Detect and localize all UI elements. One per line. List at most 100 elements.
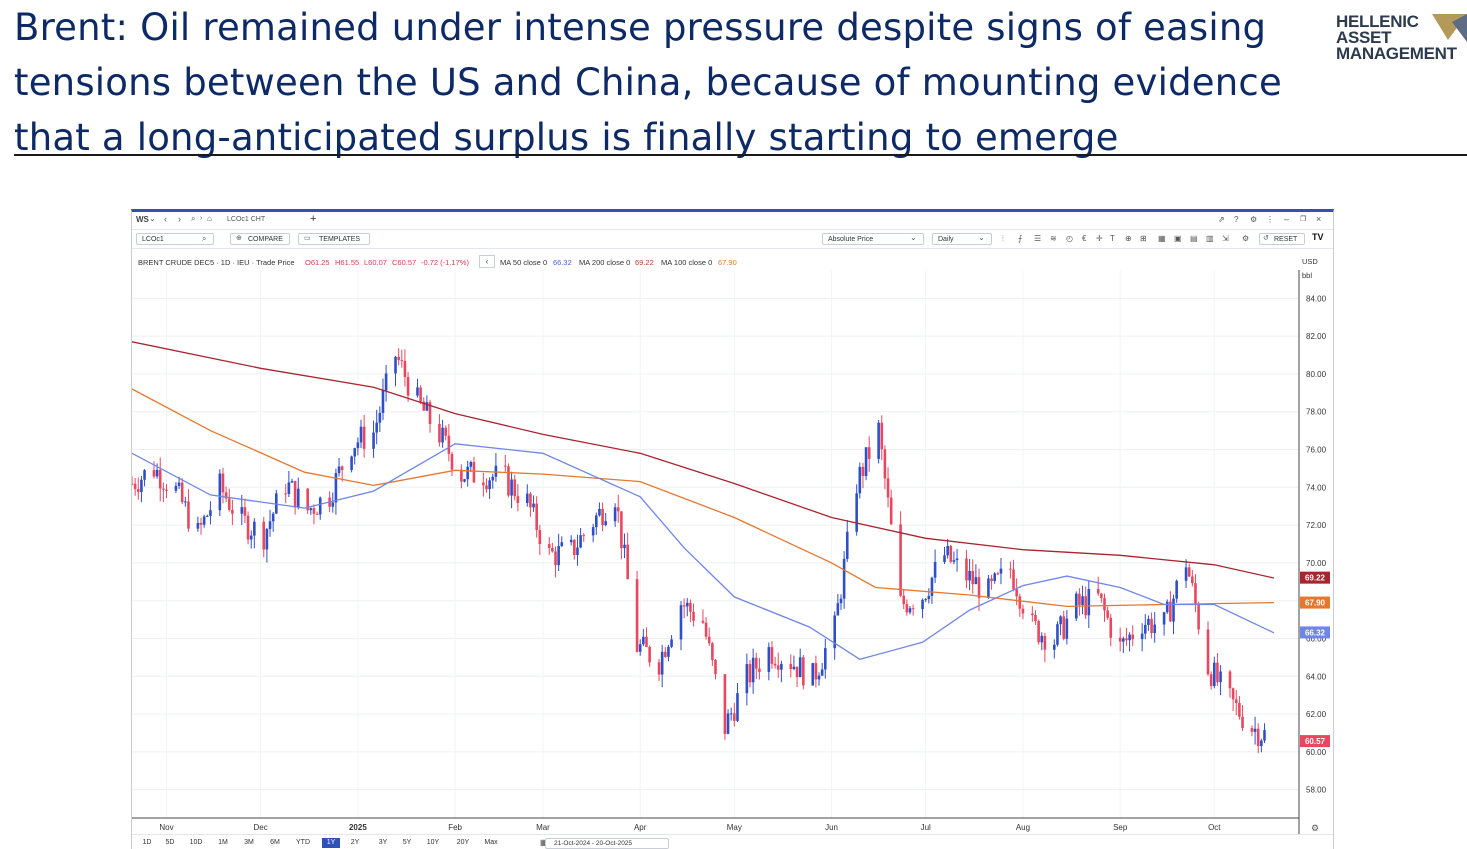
candle-body: [356, 442, 360, 449]
candle-body: [202, 516, 206, 525]
candle-body: [814, 663, 818, 680]
add-tab-button[interactable]: +: [310, 213, 317, 225]
tab-chart[interactable]: LCOc1 CHT: [227, 216, 266, 223]
restore-icon[interactable]: ❐: [1300, 216, 1307, 223]
export-icon[interactable]: ▤: [1190, 234, 1198, 243]
currency-icon[interactable]: €: [1082, 234, 1087, 243]
candle-body: [1153, 624, 1156, 634]
home-icon[interactable]: ⌂: [207, 214, 212, 223]
brand-icon: TV: [1312, 232, 1324, 242]
more-icon[interactable]: ⋮: [1266, 215, 1274, 224]
settings-icon[interactable]: ⚙: [1250, 215, 1258, 224]
candle-body: [679, 605, 683, 640]
date-range-field[interactable]: 21-Oct-2024 - 20-Oct-2025: [545, 838, 669, 849]
candle-body: [525, 493, 529, 504]
calendar-icon[interactable]: ▦: [540, 838, 548, 847]
y-tick-label: 80.00: [1306, 370, 1327, 379]
chevron-down-icon[interactable]: ⌄: [149, 214, 156, 223]
range-button[interactable]: 10D: [189, 839, 203, 846]
fit-icon[interactable]: ⊞: [1140, 234, 1147, 243]
range-button[interactable]: 1D: [142, 839, 152, 846]
candle-body: [921, 599, 924, 610]
expand-icon[interactable]: ›: [200, 215, 203, 222]
candle-body: [143, 470, 146, 480]
price-type-select[interactable]: Absolute Price: [822, 233, 924, 245]
range-button[interactable]: Max: [484, 839, 498, 846]
forward-icon[interactable]: ›: [178, 214, 181, 224]
indicator-icon[interactable]: ⨍: [1018, 234, 1023, 243]
layers-icon[interactable]: ≋: [1050, 234, 1057, 243]
help-icon[interactable]: ?: [1234, 215, 1239, 224]
templates-button[interactable]: TEMPLATES: [298, 233, 370, 245]
x-tick-label: 2025: [349, 823, 367, 832]
candle-body: [1234, 699, 1238, 703]
unit-label[interactable]: bbl: [1302, 271, 1313, 280]
candle-body: [952, 560, 956, 562]
candle-body: [1118, 637, 1122, 642]
range-button[interactable]: 3M: [244, 839, 254, 846]
reset-button[interactable]: RESET: [1259, 233, 1305, 245]
range-button[interactable]: 5D: [165, 839, 175, 846]
chevron-down-icon[interactable]: ⌄: [978, 233, 985, 242]
candle-body: [463, 479, 466, 482]
ma50-tag: [1300, 626, 1330, 639]
candle-body: [180, 482, 184, 503]
minimize-icon[interactable]: –: [1284, 214, 1290, 224]
range-button[interactable]: 2Y: [350, 839, 360, 846]
range-button[interactable]: 5Y: [402, 839, 412, 846]
compare-button[interactable]: COMPARE: [230, 233, 290, 245]
candle-body: [999, 568, 1003, 574]
candle-body: [833, 615, 837, 649]
bar-type-icon[interactable]: ⦙: [1002, 234, 1004, 243]
currency-label[interactable]: USD: [1302, 257, 1318, 266]
candle-body: [174, 485, 178, 491]
interval-select[interactable]: Daily: [932, 233, 992, 245]
app-label[interactable]: WS: [136, 215, 149, 224]
events-icon[interactable]: ◴: [1066, 234, 1073, 243]
candle-body: [231, 509, 234, 514]
ma100-label: MA 100 close 0: [661, 258, 713, 267]
candle-body: [469, 461, 473, 467]
candle-body: [1106, 610, 1109, 618]
share-icon[interactable]: ⇗: [1218, 215, 1225, 224]
candle-body: [598, 508, 601, 516]
crosshair-icon[interactable]: ✛: [1096, 234, 1103, 243]
table-icon[interactable]: ▥: [1206, 234, 1214, 243]
candle-body: [1260, 740, 1263, 746]
range-button[interactable]: 1Y: [322, 838, 340, 848]
candle-body: [441, 427, 444, 443]
chart-settings-icon[interactable]: ⚙: [1242, 234, 1250, 243]
zoom-icon[interactable]: ⊕: [1125, 234, 1132, 243]
candle-body: [340, 466, 344, 470]
snapshot-icon[interactable]: ▣: [1174, 234, 1182, 243]
chevron-down-icon[interactable]: ⌄: [910, 233, 917, 242]
candle-body: [889, 497, 893, 525]
search-icon[interactable]: ⌕: [202, 234, 207, 243]
pin-icon[interactable]: ⇲: [1222, 234, 1229, 243]
ric-input[interactable]: LCOc1: [136, 233, 214, 245]
text-tool-icon[interactable]: T: [1110, 234, 1115, 243]
range-button[interactable]: 10Y: [426, 839, 440, 846]
search-icon[interactable]: ⌕: [191, 214, 196, 223]
price-chart[interactable]: 58.0060.0062.0064.0066.0068.0070.0072.00…: [132, 270, 1333, 834]
axis-settings-icon[interactable]: ⚙: [1311, 823, 1319, 833]
grid-icon[interactable]: ▦: [1158, 234, 1166, 243]
candle-body: [1018, 596, 1022, 609]
collapse-legend-icon[interactable]: ‹: [479, 255, 495, 268]
candle-body: [460, 469, 463, 482]
range-button[interactable]: 3Y: [378, 839, 388, 846]
range-button[interactable]: 20Y: [456, 839, 470, 846]
back-icon[interactable]: ‹: [164, 214, 167, 224]
candle-body: [946, 545, 949, 556]
range-button[interactable]: YTD: [296, 839, 310, 846]
x-tick-label: Jul: [921, 823, 931, 832]
candle-body: [842, 558, 846, 599]
range-button[interactable]: 6M: [270, 839, 280, 846]
candle-body: [701, 620, 705, 623]
studies-icon[interactable]: ☰: [1034, 234, 1042, 243]
candle-body: [1238, 702, 1241, 717]
close-icon[interactable]: ×: [1316, 214, 1322, 224]
candle-body: [246, 515, 250, 540]
range-button[interactable]: 1M: [218, 839, 228, 846]
candle-body: [416, 387, 419, 396]
